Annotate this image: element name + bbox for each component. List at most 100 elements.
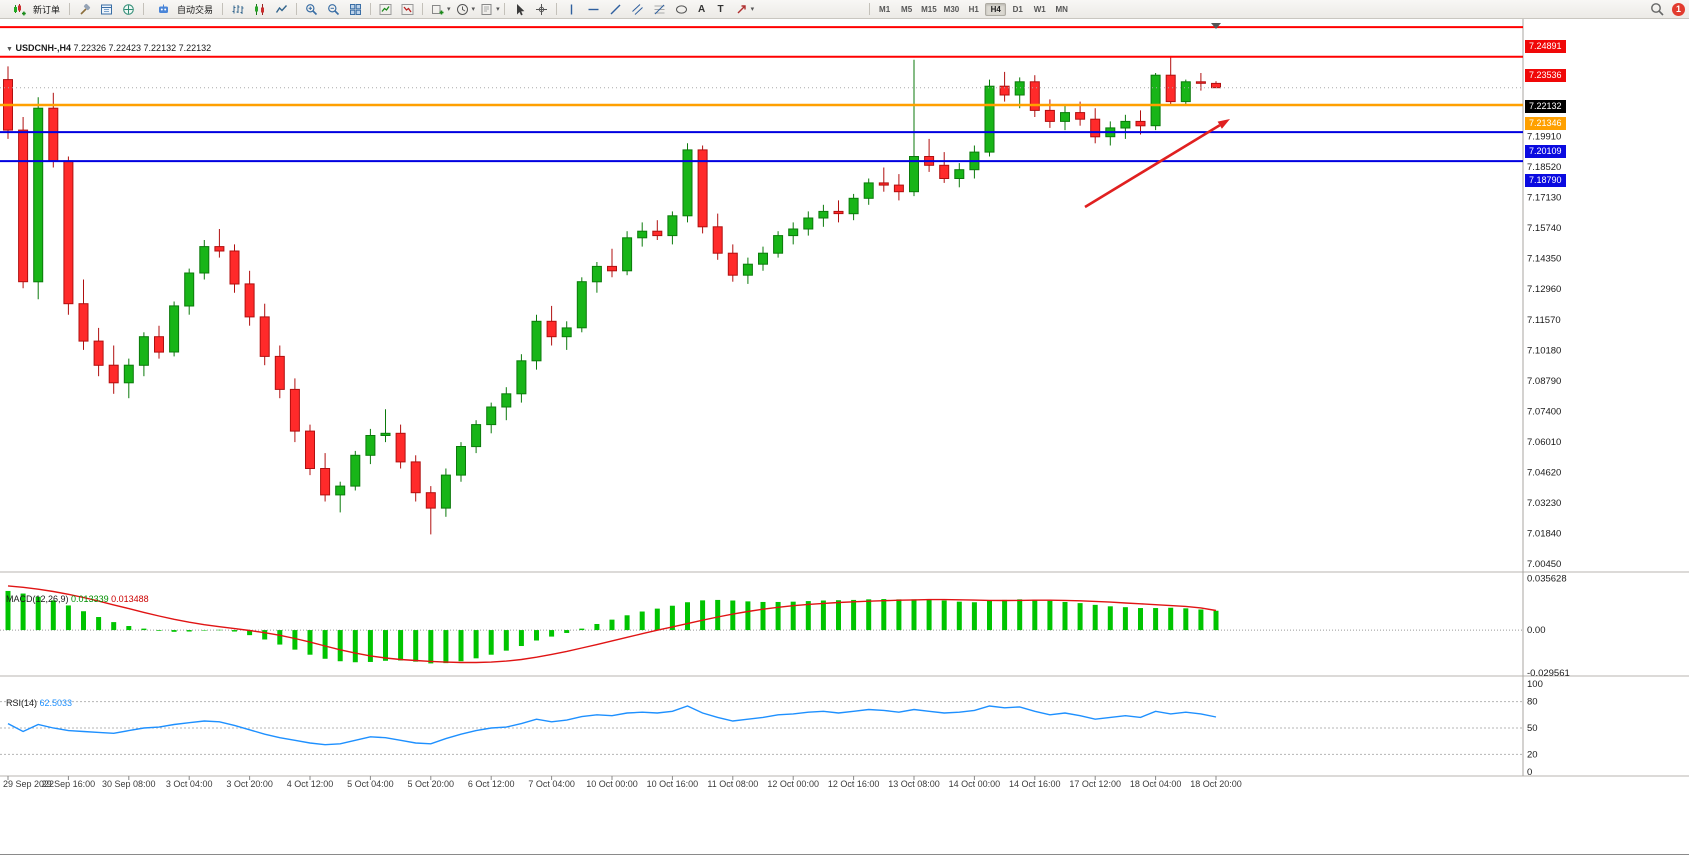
line-chart-icon[interactable] (271, 1, 292, 17)
candle-body (305, 430, 315, 470)
timeframe-h4-button[interactable]: H4 (985, 2, 1007, 16)
candle-body (682, 149, 693, 217)
arrow-objects-icon[interactable] (731, 1, 752, 17)
candle-body (591, 265, 602, 283)
zoom-out-icon[interactable] (323, 1, 344, 17)
candle-body (154, 336, 164, 353)
candle-body (1014, 81, 1025, 96)
chart-area[interactable]: 7.240807.226907.213007.199107.185207.171… (0, 19, 1689, 797)
macd-bar (518, 630, 524, 647)
macd-bar (987, 600, 992, 631)
candle-body (214, 246, 225, 252)
time-label: 10 Oct 16:00 (646, 779, 699, 789)
timeframe-m5-button[interactable]: M5 (896, 3, 917, 16)
candle-body (999, 85, 1010, 96)
macd-bar (685, 602, 690, 631)
candle-body (758, 252, 768, 265)
dropdown-caret-icon[interactable]: ▾ (471, 6, 476, 13)
candle-body (1090, 118, 1101, 138)
channel-icon[interactable] (627, 1, 648, 17)
price-tick-label: 7.14350 (1527, 254, 1561, 265)
new-order-button[interactable]: 新订单 (4, 0, 65, 19)
timeframe-mn-button[interactable]: MN (1051, 3, 1072, 16)
profiles-clock-icon[interactable] (452, 1, 473, 17)
market-watch-icon[interactable] (96, 1, 117, 17)
auto-trading-robot-icon (153, 1, 174, 17)
time-label: 12 Oct 16:00 (827, 779, 880, 789)
timeframe-m30-button[interactable]: M30 (941, 3, 963, 16)
toolbar-separator (222, 3, 224, 15)
macd-bar (1213, 610, 1219, 631)
macd-bar (941, 600, 947, 631)
notification-badge[interactable]: 1 (1672, 2, 1685, 16)
price-tick-label: 7.18520 (1527, 162, 1561, 173)
time-label: 10 Oct 00:00 (586, 779, 638, 789)
macd-bar (700, 600, 706, 631)
macd-tick-label: 0.00 (1527, 625, 1546, 636)
new-order-label: 新订单 (33, 4, 61, 15)
new-chart-icon[interactable] (427, 1, 448, 17)
toolbar-separator (370, 3, 372, 15)
shapes-icon[interactable] (671, 1, 692, 17)
candle-body (546, 320, 557, 338)
macd-bar (911, 599, 917, 631)
tile-windows-icon[interactable] (345, 1, 366, 17)
trend-arrow-line[interactable] (1084, 124, 1221, 209)
zoom-in-icon[interactable] (301, 1, 322, 17)
fibonacci-icon[interactable] (649, 1, 670, 17)
chart-shift-marker-icon[interactable] (1211, 23, 1221, 29)
candle-body (1195, 81, 1206, 84)
chart-scale-up-icon[interactable] (375, 1, 396, 17)
macd-bar (866, 599, 872, 631)
chart-scale-down-icon[interactable] (397, 1, 418, 17)
candle-body (909, 156, 919, 193)
candle-body (48, 107, 59, 162)
price-tick-label: 7.00450 (1527, 559, 1561, 570)
macd-bar (1092, 604, 1098, 631)
candlestick-chart-icon[interactable] (249, 1, 270, 17)
timeframe-d1-button[interactable]: D1 (1007, 3, 1028, 16)
candle-body (229, 250, 240, 285)
macd-bar (1062, 601, 1068, 631)
crosshair-icon[interactable] (531, 1, 552, 17)
rsi-tick-label: 100 (1527, 679, 1543, 690)
bar-chart-icon[interactable] (227, 1, 248, 17)
rsi-label: RSI(14) (6, 698, 38, 708)
candle-body (667, 215, 678, 237)
timeframe-w1-button[interactable]: W1 (1029, 3, 1050, 16)
candle-body (199, 246, 210, 274)
candle-body (788, 228, 799, 237)
time-axis[interactable]: 29 Sep 2022 29 Sep 16:00 30 Sep 08:00 3 Oct… (0, 776, 1689, 794)
horizontal-line-icon[interactable] (583, 1, 604, 17)
candle-body (576, 281, 587, 329)
trendline-icon[interactable] (605, 1, 626, 17)
trend-arrow-head-icon[interactable] (1217, 119, 1230, 129)
rsi-panel-title: RSI(14) 62.5033 (6, 698, 72, 708)
label-tool-icon[interactable]: T (717, 3, 724, 15)
dropdown-caret-icon[interactable]: ▾ (447, 6, 451, 13)
macd-bar (50, 600, 56, 631)
toolbar-separator (143, 3, 145, 15)
data-window-icon[interactable] (118, 1, 139, 17)
macd-bar (156, 630, 162, 631)
macd-bar (428, 630, 434, 664)
dropdown-caret-icon[interactable]: ▾ (496, 6, 500, 13)
price-chart-canvas[interactable]: 7.240807.226907.213007.199107.185207.171… (0, 19, 1689, 797)
search-icon[interactable] (1647, 1, 1668, 17)
indicators-hammer-icon[interactable] (74, 1, 95, 17)
timeframe-m1-button[interactable]: M1 (874, 3, 895, 16)
vertical-line-icon[interactable] (561, 1, 582, 17)
timeframe-h1-button[interactable]: H1 (963, 3, 984, 16)
cursor-icon[interactable] (509, 1, 530, 17)
timeframe-m15-button[interactable]: M15 (918, 3, 940, 16)
time-label: 4 Oct 12:00 (286, 779, 334, 789)
auto-trading-button[interactable]: 自动交易 (148, 0, 218, 19)
macd-bar (564, 630, 570, 633)
time-label: 12 Oct 00:00 (767, 779, 819, 789)
text-tool-icon[interactable]: A (697, 3, 706, 15)
templates-icon[interactable] (476, 1, 497, 17)
one-click-trading-arrow-icon[interactable]: ▼ (6, 46, 13, 53)
dropdown-caret-icon[interactable]: ▾ (750, 6, 755, 13)
candle-body (1044, 109, 1055, 122)
toolbar-separator (69, 3, 71, 15)
